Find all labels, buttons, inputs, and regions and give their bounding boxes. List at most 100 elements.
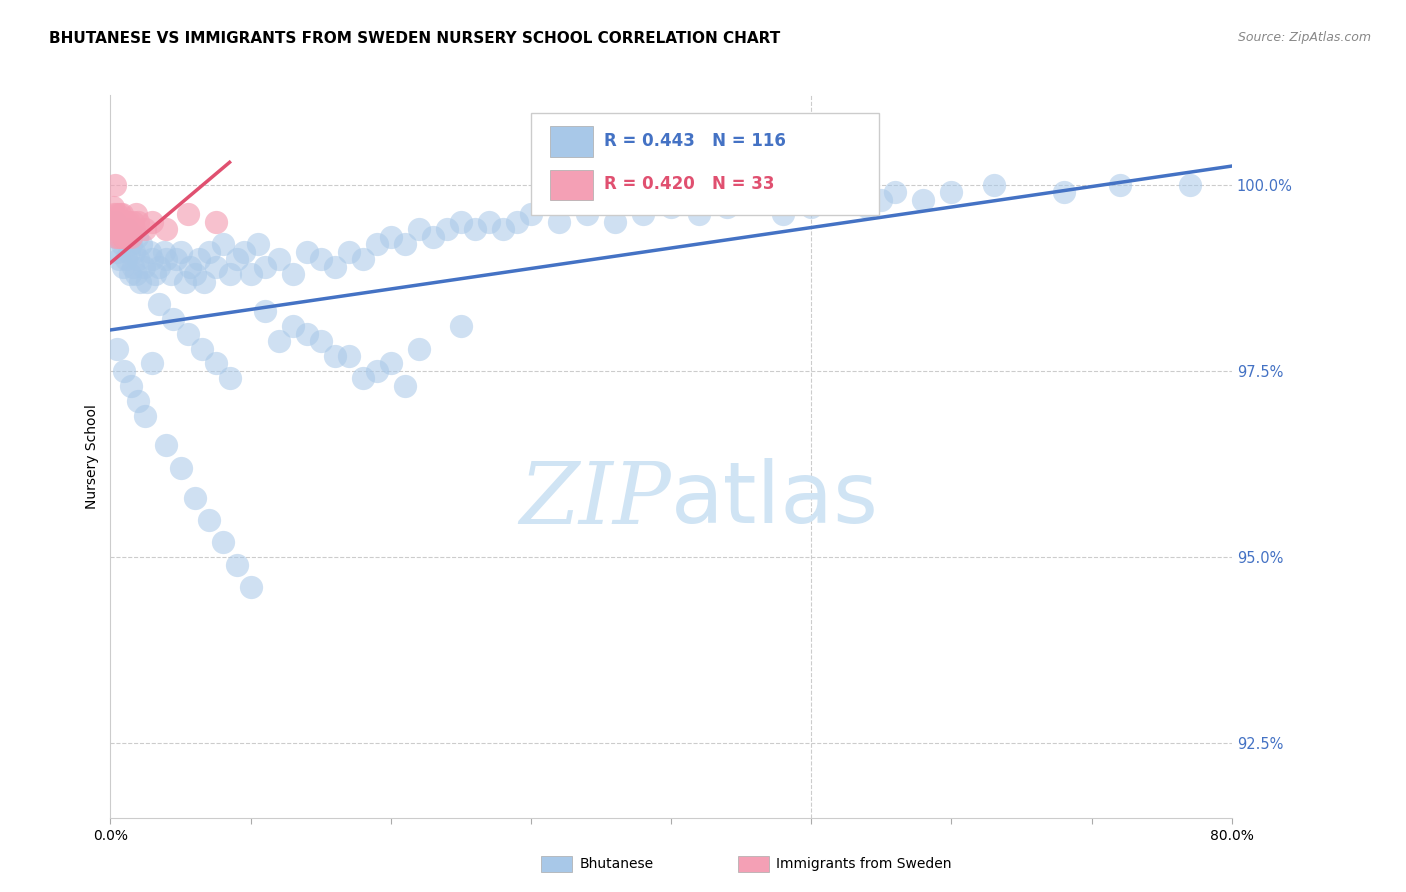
Point	[143, 267, 166, 281]
Point	[103, 207, 125, 221]
Text: R = 0.443   N = 116: R = 0.443 N = 116	[603, 132, 786, 150]
Point	[204, 215, 226, 229]
Point	[104, 178, 127, 192]
Point	[337, 349, 360, 363]
Point	[394, 237, 416, 252]
Point	[110, 222, 132, 236]
Point	[148, 260, 170, 274]
Text: Source: ZipAtlas.com: Source: ZipAtlas.com	[1237, 31, 1371, 45]
Point	[108, 252, 131, 267]
Point	[111, 237, 134, 252]
Point	[408, 342, 430, 356]
Point	[450, 319, 472, 334]
Point	[800, 200, 823, 214]
Point	[295, 244, 318, 259]
Point	[576, 207, 599, 221]
Point	[197, 513, 219, 527]
Point	[134, 222, 156, 236]
Point	[169, 460, 191, 475]
Point	[603, 215, 626, 229]
Point	[155, 222, 177, 236]
Point	[688, 207, 710, 221]
Point	[239, 580, 262, 594]
Point	[204, 356, 226, 370]
Point	[337, 244, 360, 259]
Point	[352, 252, 374, 267]
Text: atlas: atlas	[671, 458, 879, 541]
Point	[141, 215, 163, 229]
Point	[884, 185, 907, 199]
Point	[295, 326, 318, 341]
Point	[478, 215, 501, 229]
Point	[138, 244, 160, 259]
Point	[218, 267, 240, 281]
Point	[152, 244, 174, 259]
Point	[380, 356, 402, 370]
Point	[120, 237, 142, 252]
Point	[132, 260, 155, 274]
Point	[101, 200, 124, 214]
Point	[492, 222, 515, 236]
Point	[127, 252, 149, 267]
Point	[107, 222, 129, 236]
FancyBboxPatch shape	[550, 127, 592, 157]
Y-axis label: Nursery School: Nursery School	[86, 404, 100, 509]
Point	[165, 252, 187, 267]
Point	[122, 244, 145, 259]
Point	[1052, 185, 1074, 199]
Point	[352, 371, 374, 385]
Point	[253, 260, 276, 274]
Point	[112, 260, 135, 274]
Point	[112, 230, 135, 244]
Point	[380, 230, 402, 244]
Point	[112, 230, 135, 244]
Point	[103, 215, 125, 229]
Point	[187, 252, 209, 267]
Point	[1108, 178, 1130, 192]
Point	[107, 342, 129, 356]
Text: Immigrants from Sweden: Immigrants from Sweden	[776, 857, 952, 871]
Point	[104, 222, 127, 236]
Point	[281, 267, 304, 281]
Point	[506, 215, 529, 229]
Point	[520, 207, 543, 221]
Point	[436, 222, 458, 236]
Point	[941, 185, 963, 199]
Point	[169, 244, 191, 259]
Point	[117, 215, 139, 229]
Point	[211, 535, 233, 549]
Point	[309, 334, 332, 348]
Point	[267, 334, 290, 348]
Point	[155, 438, 177, 452]
FancyBboxPatch shape	[531, 113, 879, 214]
Point	[218, 371, 240, 385]
Point	[107, 215, 129, 229]
Point	[107, 244, 129, 259]
Text: BHUTANESE VS IMMIGRANTS FROM SWEDEN NURSERY SCHOOL CORRELATION CHART: BHUTANESE VS IMMIGRANTS FROM SWEDEN NURS…	[49, 31, 780, 46]
Point	[111, 207, 134, 221]
Point	[211, 237, 233, 252]
Point	[110, 215, 132, 229]
Point	[309, 252, 332, 267]
Point	[112, 215, 135, 229]
Point	[631, 207, 654, 221]
Point	[856, 200, 879, 214]
Point	[173, 275, 195, 289]
Point	[141, 252, 163, 267]
Point	[115, 222, 138, 236]
Point	[281, 319, 304, 334]
Point	[104, 215, 127, 229]
Point	[105, 230, 128, 244]
Point	[121, 215, 143, 229]
Point	[127, 393, 149, 408]
Point	[983, 178, 1005, 192]
Point	[176, 326, 198, 341]
Point	[118, 222, 141, 236]
Point	[108, 230, 131, 244]
Point	[422, 230, 444, 244]
Point	[450, 215, 472, 229]
Point	[127, 215, 149, 229]
Point	[190, 342, 212, 356]
Point	[111, 230, 134, 244]
Point	[366, 237, 388, 252]
